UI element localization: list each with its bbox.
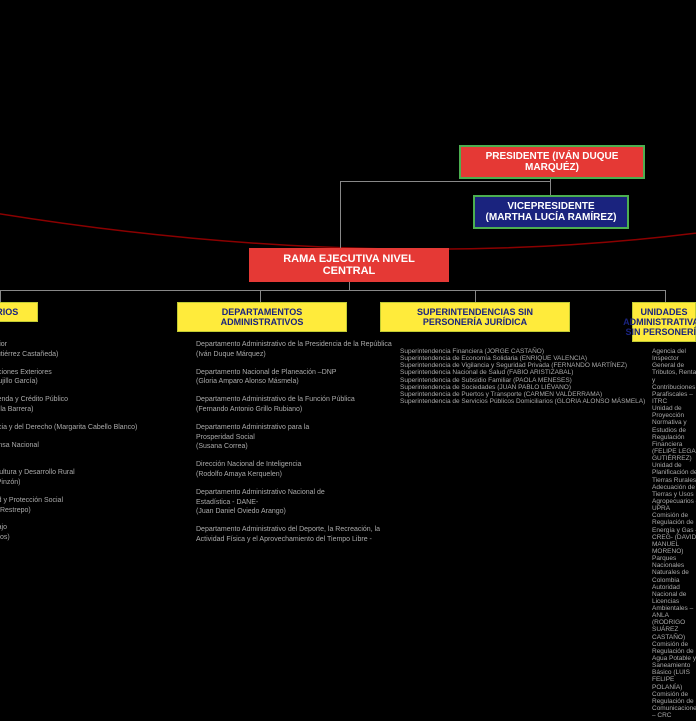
connector-line (0, 290, 665, 291)
category-header-superintendencias: SUPERINTENDENCIAS SIN PERSONERÍA JURÍDIC… (380, 302, 570, 332)
category-content-superintendencias: Superintendencia Financiera (JORGE CASTA… (396, 346, 649, 407)
main-title-label: RAMA EJECUTIVA NIVEL CENTRAL (260, 253, 438, 277)
category-header-ministerios: MINISTERIOS (0, 302, 38, 322)
connector-line (340, 181, 341, 248)
list-item: Ministerio del Interior (Nancy Patricia … (0, 340, 137, 360)
list-item: Ministerio de Defensa Nacional (Guillerm… (0, 441, 137, 461)
list-item: Dirección Nacional de Inteligencia (Rodo… (196, 460, 392, 480)
list-item: Departamento Administrativo de la Funció… (196, 395, 392, 415)
connector-line (0, 290, 1, 302)
category-content-ministerios: Ministerio del Interior (Nancy Patricia … (0, 338, 141, 553)
category-content-unidades: Agencia del Inspector General de Tributo… (648, 346, 696, 721)
list-item: Ministerio de Agricultura y Desarrollo R… (0, 468, 137, 488)
connector-line (260, 290, 261, 302)
list-item: Ministerio de Justicia y del Derecho (Ma… (0, 423, 137, 433)
connector-line (340, 181, 551, 182)
list-item: Departamento Administrativo Nacional de … (196, 488, 392, 517)
vicepresident-node: VICEPRESIDENTE (MARTHA LUCÍA RAMÍREZ) (473, 195, 629, 229)
list-item: Ministerio de Relaciones Exteriores (Car… (0, 368, 137, 388)
president-node: PRESIDENTE (IVÁN DUQUE MARQUÉZ) (459, 145, 645, 179)
list-item: Departamento Administrativo para la Pros… (196, 423, 392, 452)
list-item: Ministerio de Trabajo (Alicia Arango Olm… (0, 523, 137, 543)
president-label: PRESIDENTE (IVÁN DUQUE MARQUÉZ) (471, 151, 633, 173)
connector-line (665, 290, 666, 302)
category-content-departamentos: Departamento Administrativo de la Presid… (192, 338, 396, 555)
category-header-departamentos: DEPARTAMENTOS ADMINISTRATIVOS (177, 302, 347, 332)
list-item: Superintendencia Financiera (JORGE CASTA… (400, 348, 645, 405)
vicepresident-label: VICEPRESIDENTE (MARTHA LUCÍA RAMÍREZ) (485, 201, 617, 223)
category-header-unidades: UNIDADES ADMINISTRATIVAS SIN PERSONERÍA (632, 302, 696, 342)
list-item: Ministerio de Hacienda y Crédito Público… (0, 395, 137, 415)
list-item: Ministerio de Salud y Protección Social … (0, 496, 137, 516)
connector-line (475, 290, 476, 302)
list-item: Departamento Nacional de Planeación –DNP… (196, 368, 392, 388)
list-item: Departamento Administrativo de la Presid… (196, 340, 392, 360)
list-item: Departamento Administrativo del Deporte,… (196, 525, 392, 545)
list-item: Agencia del Inspector General de Tributo… (652, 348, 696, 719)
main-title-node: RAMA EJECUTIVA NIVEL CENTRAL (249, 248, 449, 282)
